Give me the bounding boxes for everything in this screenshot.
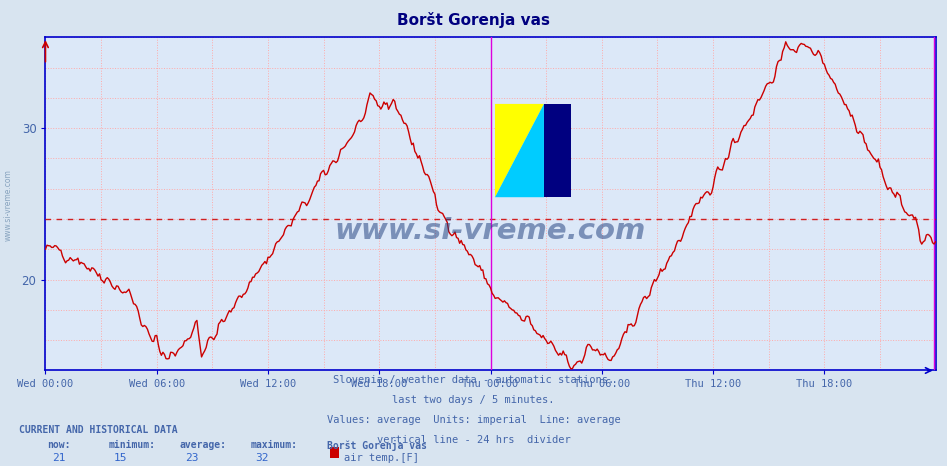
Text: Values: average  Units: imperial  Line: average: Values: average Units: imperial Line: av… bbox=[327, 415, 620, 425]
Text: minimum:: minimum: bbox=[109, 440, 156, 450]
Text: Boršt Gorenja vas: Boršt Gorenja vas bbox=[397, 12, 550, 27]
Text: vertical line - 24 hrs  divider: vertical line - 24 hrs divider bbox=[377, 435, 570, 445]
Text: www.si-vreme.com: www.si-vreme.com bbox=[4, 169, 13, 241]
Text: 32: 32 bbox=[256, 453, 269, 463]
Text: www.si-vreme.com: www.si-vreme.com bbox=[335, 217, 646, 245]
Text: CURRENT AND HISTORICAL DATA: CURRENT AND HISTORICAL DATA bbox=[19, 425, 178, 435]
Text: 23: 23 bbox=[185, 453, 198, 463]
Text: Slovenia / weather data - automatic stations.: Slovenia / weather data - automatic stat… bbox=[333, 375, 614, 385]
Text: air temp.[F]: air temp.[F] bbox=[344, 453, 419, 463]
Text: average:: average: bbox=[180, 440, 227, 450]
Text: 21: 21 bbox=[52, 453, 65, 463]
Text: Boršt Gorenja vas: Boršt Gorenja vas bbox=[327, 440, 426, 452]
FancyBboxPatch shape bbox=[544, 104, 571, 197]
Text: 15: 15 bbox=[114, 453, 127, 463]
Polygon shape bbox=[495, 104, 544, 197]
Polygon shape bbox=[495, 104, 544, 197]
Text: now:: now: bbox=[47, 440, 71, 450]
Text: maximum:: maximum: bbox=[251, 440, 298, 450]
Text: last two days / 5 minutes.: last two days / 5 minutes. bbox=[392, 395, 555, 405]
